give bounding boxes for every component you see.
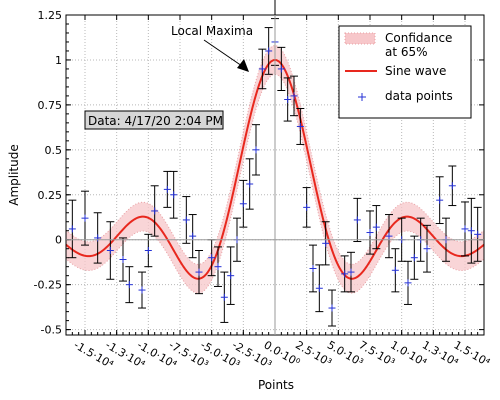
data-point bbox=[473, 206, 482, 262]
data-point bbox=[150, 185, 159, 237]
local-maxima-label: Local Maxima bbox=[171, 24, 253, 38]
data-point bbox=[423, 224, 431, 273]
data-point bbox=[283, 77, 292, 122]
data-point bbox=[410, 235, 419, 280]
local-maxima-arrowhead bbox=[237, 59, 249, 72]
data-point bbox=[372, 205, 381, 250]
y-tick-label: 1.25 bbox=[38, 9, 63, 22]
data-point bbox=[258, 48, 267, 90]
data-point bbox=[385, 214, 393, 259]
data-point bbox=[448, 165, 457, 207]
y-tick-label: 0.75 bbox=[38, 99, 63, 112]
data-point bbox=[347, 251, 355, 293]
data-point bbox=[226, 246, 235, 305]
data-date-text: Data: 4/17/20 2:04 PM bbox=[88, 114, 223, 128]
data-point bbox=[239, 179, 248, 228]
data-point bbox=[264, 27, 273, 75]
data-point bbox=[245, 158, 254, 210]
y-tick-label: -0.25 bbox=[34, 279, 62, 292]
data-point bbox=[467, 197, 476, 264]
y-axis-title: Amplitude bbox=[7, 144, 21, 206]
y-tick-label: 0 bbox=[55, 234, 62, 247]
legend-line-label: Sine wave bbox=[385, 64, 446, 78]
data-point bbox=[366, 210, 374, 255]
data-point bbox=[106, 221, 115, 280]
data-point bbox=[315, 264, 324, 313]
local-maxima-arrow bbox=[203, 39, 243, 67]
data-point bbox=[188, 214, 197, 259]
data-point bbox=[138, 271, 146, 309]
confidence-band bbox=[65, 45, 485, 294]
legend: Confidance at 65% Sine wave data points bbox=[338, 25, 472, 119]
data-point bbox=[277, 46, 286, 92]
data-point bbox=[290, 75, 298, 117]
data-point bbox=[220, 271, 229, 323]
data-point bbox=[404, 260, 412, 305]
data-point bbox=[195, 250, 203, 295]
x-tick-label: 1.5·10⁴ bbox=[452, 338, 493, 369]
data-point bbox=[302, 187, 311, 228]
y-tick-label: -0.5 bbox=[41, 324, 62, 337]
data-point bbox=[214, 246, 222, 287]
data-point bbox=[68, 199, 77, 259]
data-point bbox=[296, 107, 305, 145]
legend-band-label-line1: Confidance bbox=[385, 31, 452, 45]
data-point bbox=[391, 248, 400, 293]
y-tick-label: 0.5 bbox=[45, 144, 63, 157]
data-point bbox=[119, 237, 127, 282]
data-point bbox=[252, 124, 260, 176]
x-axis-title: Points bbox=[258, 378, 294, 392]
data-point bbox=[169, 170, 178, 219]
data-point bbox=[125, 266, 134, 304]
y-tick-label: 1 bbox=[55, 54, 62, 67]
legend-band-swatch bbox=[344, 32, 376, 45]
axes-layer bbox=[66, 0, 484, 335]
legend-band-label-line2: at 65% bbox=[385, 45, 428, 59]
data-point bbox=[340, 255, 349, 293]
confidence-band-layer bbox=[65, 45, 485, 294]
y-tick-label: 0.25 bbox=[38, 189, 63, 202]
data-point bbox=[182, 196, 191, 244]
data-point bbox=[93, 212, 102, 264]
data-point bbox=[81, 190, 89, 246]
legend-marker-label: data points bbox=[385, 89, 453, 103]
data-date-box bbox=[84, 110, 224, 130]
data-point bbox=[328, 289, 336, 327]
legend-marker-swatch bbox=[358, 93, 366, 101]
y-tick-labels: -0.5 -0.25 0 0.25 0.5 0.75 1 1.25 bbox=[34, 9, 62, 337]
data-point bbox=[309, 244, 317, 293]
data-point bbox=[461, 201, 469, 257]
data-point bbox=[321, 221, 330, 266]
data-point bbox=[435, 176, 444, 225]
data-point bbox=[353, 197, 362, 243]
x-tick-labels: -1.5·10⁴-1.3·10⁴-1.0·10⁴-7.5·10³-5.0·10³… bbox=[72, 338, 493, 371]
